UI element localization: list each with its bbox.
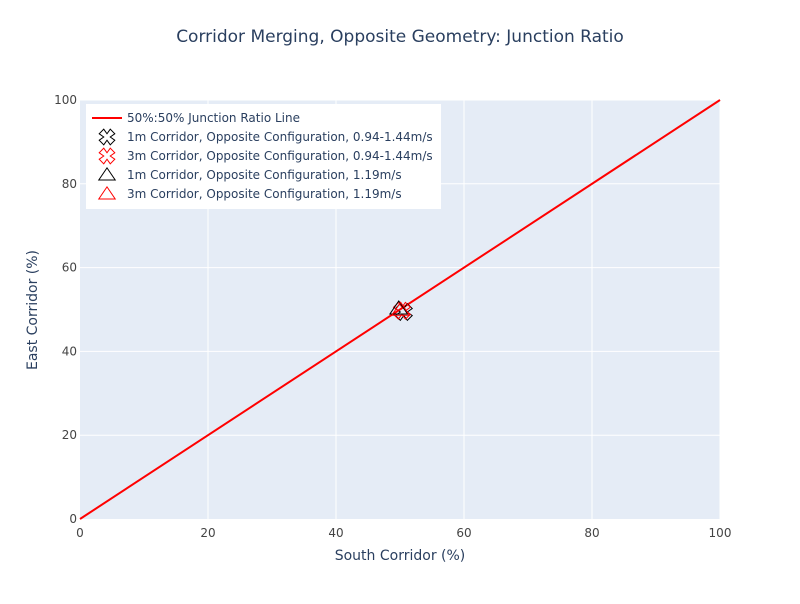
y-tick-label: 100 xyxy=(54,93,77,107)
y-tick-label: 80 xyxy=(62,177,77,191)
legend-symbol-triangle-marker xyxy=(97,166,117,181)
x-tick-label: 40 xyxy=(328,526,343,540)
axis-ticks: 0 20 40 60 80 100 0 20 40 60 80 100 xyxy=(54,93,731,540)
y-tick-label: 40 xyxy=(62,344,77,358)
data-point-triangle-marker xyxy=(390,301,411,316)
y-tick-label: 60 xyxy=(62,261,77,275)
x-tick-label: 100 xyxy=(709,526,732,540)
y-tick-label: 0 xyxy=(69,512,77,526)
legend-symbol-x-marker xyxy=(98,147,116,165)
y-axis-label: East Corridor (%) xyxy=(25,250,41,370)
y-tick-label: 20 xyxy=(62,428,77,442)
legend-symbol-triangle-marker xyxy=(97,185,117,200)
legend-item-label: 1m Corridor, Opposite Configuration, 1.1… xyxy=(127,168,402,182)
x-tick-label: 20 xyxy=(200,526,215,540)
legend-symbol-x-marker xyxy=(98,128,116,146)
x-axis-label: South Corridor (%) xyxy=(335,548,466,564)
legend-background xyxy=(86,104,441,209)
legend: 50%:50% Junction Ratio Line 1m Corridor, … xyxy=(86,104,441,209)
x-tick-label: 0 xyxy=(76,526,84,540)
legend-item-label: 50%:50% Junction Ratio Line xyxy=(127,111,300,125)
legend-item-label: 3m Corridor, Opposite Configuration, 0.9… xyxy=(127,149,433,163)
legend-item-label: 1m Corridor, Opposite Configuration, 0.9… xyxy=(127,130,433,144)
series-layer xyxy=(79,99,721,520)
series-line-junction-ratio xyxy=(79,99,721,520)
data-point-triangle-marker xyxy=(388,300,409,315)
legend-item-label: 3m Corridor, Opposite Configuration, 1.1… xyxy=(127,187,402,201)
chart-title: Corridor Merging, Opposite Geometry: Jun… xyxy=(176,27,624,47)
x-tick-label: 60 xyxy=(456,526,471,540)
x-tick-label: 80 xyxy=(584,526,599,540)
